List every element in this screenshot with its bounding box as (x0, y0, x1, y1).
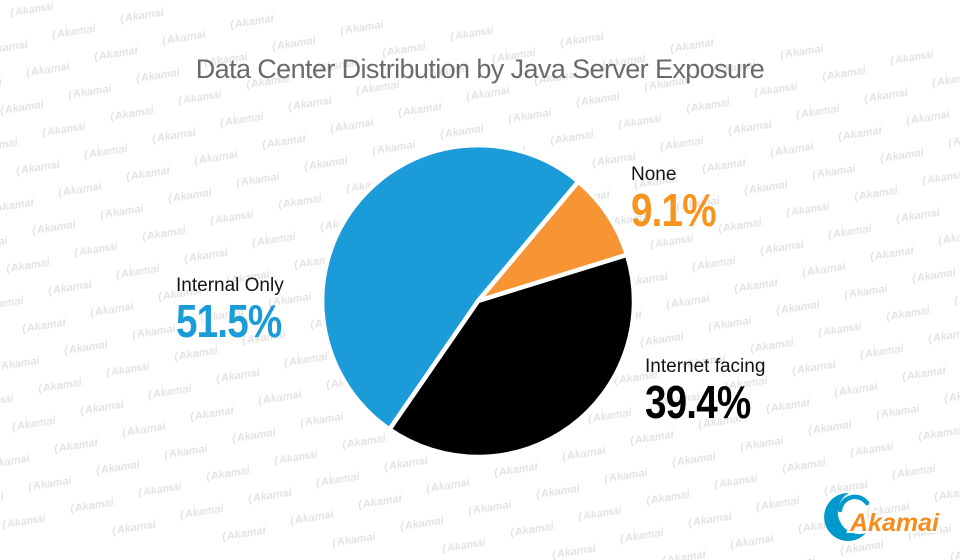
slice-value-none: 9.1% (631, 183, 717, 236)
akamai-logo: Akamai (820, 487, 950, 550)
slice-value-internet-facing: 39.4% (645, 375, 751, 428)
akamai-swoosh-icon (824, 492, 866, 541)
slice-value-internal-only: 51.5% (176, 294, 282, 347)
slice-label-internet-facing: Internet facing (645, 356, 766, 377)
slice-label-internal-only: Internal Only (176, 275, 284, 296)
pie-slice-internet-facing (387, 252, 637, 460)
callout-internet-facing: Internet facing 39.4% (645, 356, 770, 428)
akamai-logo-text: Akamai (849, 509, 940, 537)
slice-label-none: None (631, 164, 677, 185)
chart-title: Data Center Distribution by Java Server … (195, 54, 765, 84)
akamai-logo-graphic: Akamai (824, 492, 942, 541)
callout-internal-only: Internal Only 51.5% (176, 275, 301, 347)
callout-none: None 9.1% (631, 164, 732, 236)
akamai-swoosh-wave-icon (837, 494, 870, 513)
pie-slice-internal-only (319, 142, 581, 432)
